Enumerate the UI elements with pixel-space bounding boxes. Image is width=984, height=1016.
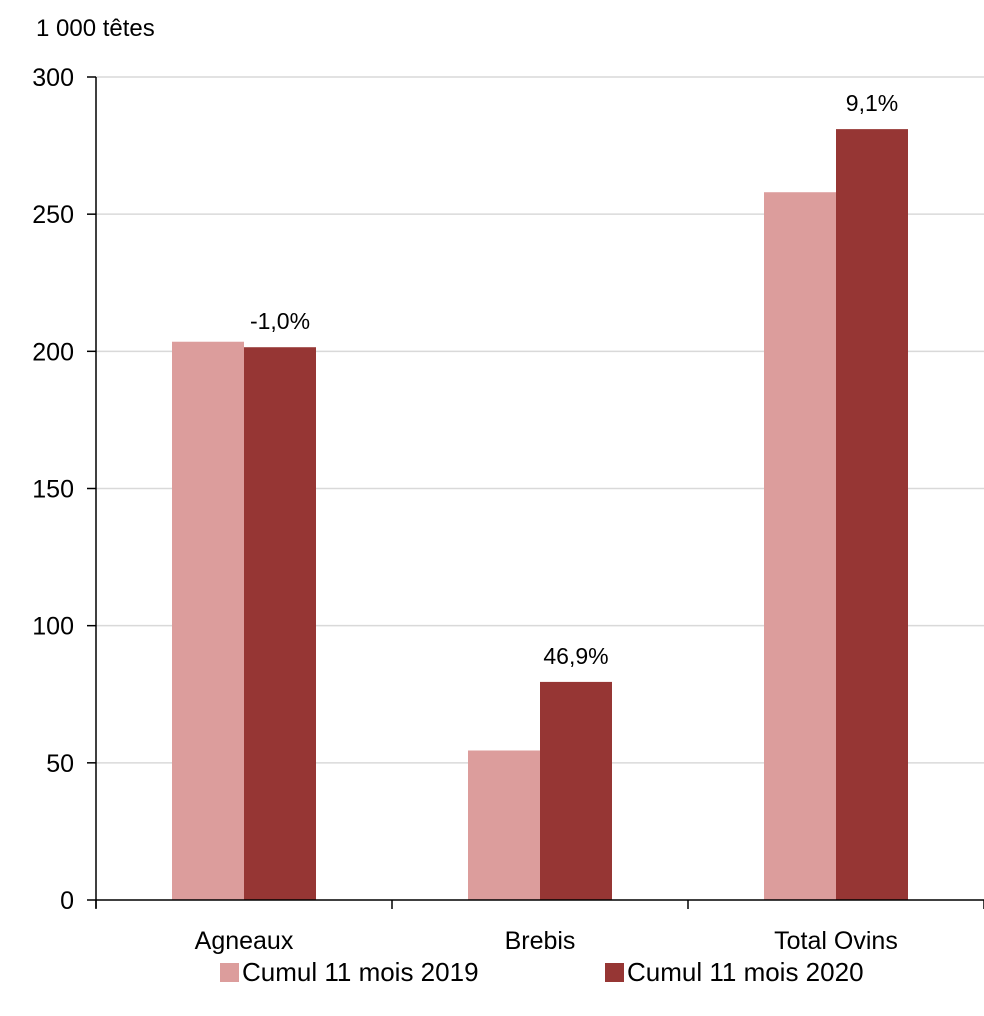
bar-total-ovins-1 [764,192,836,901]
data-label: 9,1% [846,90,898,116]
x-tick-label: Brebis [505,927,576,955]
y-axis: 0 50 100 150 200 250 300 [32,64,97,915]
data-labels: -1,0% 46,9% 9,1% [250,90,898,669]
bar-agneaux-1 [172,341,244,900]
bars [172,129,908,901]
legend: Cumul 11 mois 2019 Cumul 11 mois 2020 [220,957,864,987]
bar-brebis-2 [540,681,612,900]
x-tick-label: Total Ovins [774,927,898,955]
legend-label-1: Cumul 11 mois 2019 [242,957,479,987]
x-tick-label: Agneaux [195,927,294,955]
bar-total-ovins-2 [836,129,908,900]
y-tick-label: 50 [46,750,74,778]
y-tick-label: 100 [32,613,74,641]
y-tick-label: 200 [32,338,74,366]
data-label: 46,9% [543,643,608,669]
legend-swatch-2 [605,963,624,982]
x-axis: Agneaux Brebis Total Ovins [95,899,984,955]
bar-agneaux-2 [244,347,316,900]
y-tick-label: 0 [60,887,74,915]
y-tick-label: 250 [32,201,74,229]
legend-label-2: Cumul 11 mois 2020 [627,957,864,987]
y-tick-label: 150 [32,476,74,504]
y-tick-label: 300 [32,64,74,92]
data-label: -1,0% [250,308,310,334]
y-axis-unit-label: 1 000 têtes [36,15,155,42]
legend-swatch-1 [220,963,239,982]
bar-brebis-1 [468,750,540,900]
